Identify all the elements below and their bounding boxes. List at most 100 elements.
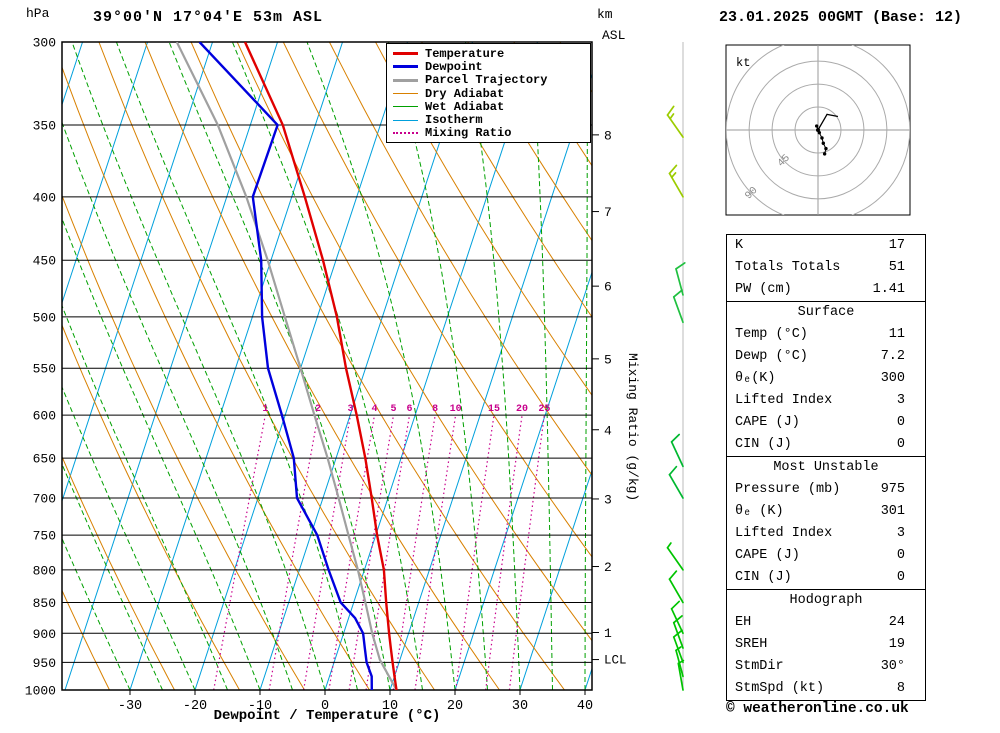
height-axis-ticks: 1 2 3 4 5 6 7 8 LCL (592, 128, 627, 668)
km-label: km (597, 7, 613, 22)
table-row: StmSpd (kt) 8 (727, 678, 925, 700)
legend-label: Dewpoint (425, 59, 483, 74)
legend-swatch-dewpoint (393, 65, 418, 69)
svg-text:25: 25 (538, 404, 550, 415)
svg-text:-10: -10 (248, 699, 272, 714)
svg-text:4: 4 (371, 404, 377, 415)
wind-barb (666, 105, 684, 138)
table-row-value: 3 (896, 526, 905, 541)
legend-label: Parcel Trajectory (425, 73, 548, 88)
copyright-label: © weatheronline.co.uk (726, 701, 909, 717)
table-row: CAPE (J) 0 (727, 412, 925, 434)
height-axis-unit-label: km ASL (597, 4, 625, 46)
table-row-value: 0 (896, 415, 905, 430)
lcl-label: LCL (604, 654, 627, 668)
table-row-label: Totals Totals (735, 260, 841, 275)
svg-text:600: 600 (33, 409, 56, 424)
table-row-value: 51 (888, 260, 905, 275)
legend-item: Isotherm (393, 113, 586, 127)
svg-text:3: 3 (604, 492, 612, 507)
svg-text:15: 15 (488, 404, 500, 415)
table-row-value: 300 (880, 371, 905, 386)
svg-text:1000: 1000 (25, 684, 56, 699)
legend-label: Mixing Ratio (425, 126, 512, 141)
table-row-label: SREH (735, 637, 768, 652)
table-row-value: 0 (896, 548, 905, 563)
table-row: Temp (°C) 11 (727, 324, 925, 346)
svg-text:650: 650 (33, 452, 56, 467)
table-title: Hodograph (789, 593, 863, 608)
asl-label: ASL (602, 28, 626, 43)
svg-text:-30: -30 (118, 699, 142, 714)
table-row: SREH 19 (727, 634, 925, 656)
table-title: Most Unstable (773, 460, 879, 475)
legend-swatch-dry-adiabat (393, 93, 418, 95)
table-row: StmDir 30° (727, 656, 925, 678)
legend-label: Temperature (425, 46, 505, 61)
wind-barb (670, 600, 684, 635)
table-row-label: CAPE (J) (735, 415, 800, 430)
legend-swatch-wet-adiabat (393, 106, 418, 108)
svg-text:10: 10 (382, 699, 398, 714)
legend-item: Parcel Trajectory (393, 73, 586, 88)
legend-swatch-isotherm (393, 119, 418, 121)
svg-text:4: 4 (604, 423, 612, 438)
wind-barb (668, 570, 684, 604)
svg-text:1: 1 (262, 404, 268, 415)
table-row: EH 24 (727, 612, 925, 634)
table-row-label: θₑ(K) (735, 371, 776, 386)
mixing-ratio-labels: 1 2 3 4 5 6 8 10 15 20 25 (262, 404, 550, 415)
wind-barb (666, 542, 684, 571)
storm-motion-barb (817, 113, 839, 131)
parameter-table: Surface Temp (°C) 11 Dewp (°C) 7.2 θₑ(K) 300 Li… (726, 301, 926, 457)
wind-barb-column (666, 42, 686, 691)
svg-text:5: 5 (391, 404, 397, 415)
table-row: Dewp (°C) 7.2 (727, 346, 925, 368)
svg-text:2: 2 (315, 404, 321, 415)
legend-item: Wet Adiabat (393, 100, 586, 114)
datetime-title: 23.01.2025 00GMT (Base: 12) (719, 9, 963, 26)
wind-barb (672, 289, 684, 324)
legend-label: Dry Adiabat (425, 86, 505, 101)
svg-text:30: 30 (512, 699, 528, 714)
svg-text:450: 450 (33, 254, 56, 269)
svg-text:950: 950 (33, 656, 56, 671)
table-row-label: EH (735, 615, 752, 630)
sounding-curves (175, 42, 398, 690)
table-row-value: 19 (888, 637, 905, 652)
svg-text:3: 3 (348, 404, 354, 415)
parcel-trajectory-curve (175, 42, 398, 690)
svg-text:7: 7 (604, 205, 612, 220)
table-row-value: 30° (880, 659, 905, 674)
legend-item: Dewpoint (393, 59, 586, 74)
table-row-label: PW (cm) (735, 282, 792, 297)
table-row-value: 0 (896, 570, 905, 585)
table-row-label: Lifted Index (735, 526, 833, 541)
parameter-tables: K 17 Totals Totals 51 PW (cm) 1.41 Surface Temp… (726, 234, 926, 701)
legend-swatch-temperature (393, 52, 418, 56)
table-row: θₑ (K) 301 (727, 501, 925, 523)
svg-text:300: 300 (33, 36, 56, 51)
table-row: Pressure (mb) 975 (727, 479, 925, 501)
table-row: CAPE (J) 0 (727, 545, 925, 567)
table-row-value: 3 (896, 393, 905, 408)
table-row: PW (cm) 1.41 (727, 279, 925, 301)
svg-text:550: 550 (33, 362, 56, 377)
svg-text:8: 8 (604, 128, 612, 143)
wind-barb (668, 164, 684, 198)
legend-swatch-mixing-ratio (393, 132, 418, 135)
svg-text:-20: -20 (183, 699, 207, 714)
table-row-value: 1.41 (872, 282, 905, 297)
mixing-ratio-lines (213, 414, 545, 690)
table-row: CIN (J) 0 (727, 434, 925, 456)
svg-text:0: 0 (321, 699, 329, 714)
mixing-ratio-axis-title: Mixing Ratio (g/kg) (625, 353, 640, 502)
table-row-label: CIN (J) (735, 437, 792, 452)
wind-barb (670, 433, 684, 468)
temperature-axis-ticks: -30 -20 -10 0 10 20 30 40 (118, 690, 593, 714)
parameter-table: Hodograph EH 24 SREH 19 StmDir 30° StmSpd (kt) 8 (726, 589, 926, 701)
table-row: Totals Totals 51 (727, 257, 925, 279)
